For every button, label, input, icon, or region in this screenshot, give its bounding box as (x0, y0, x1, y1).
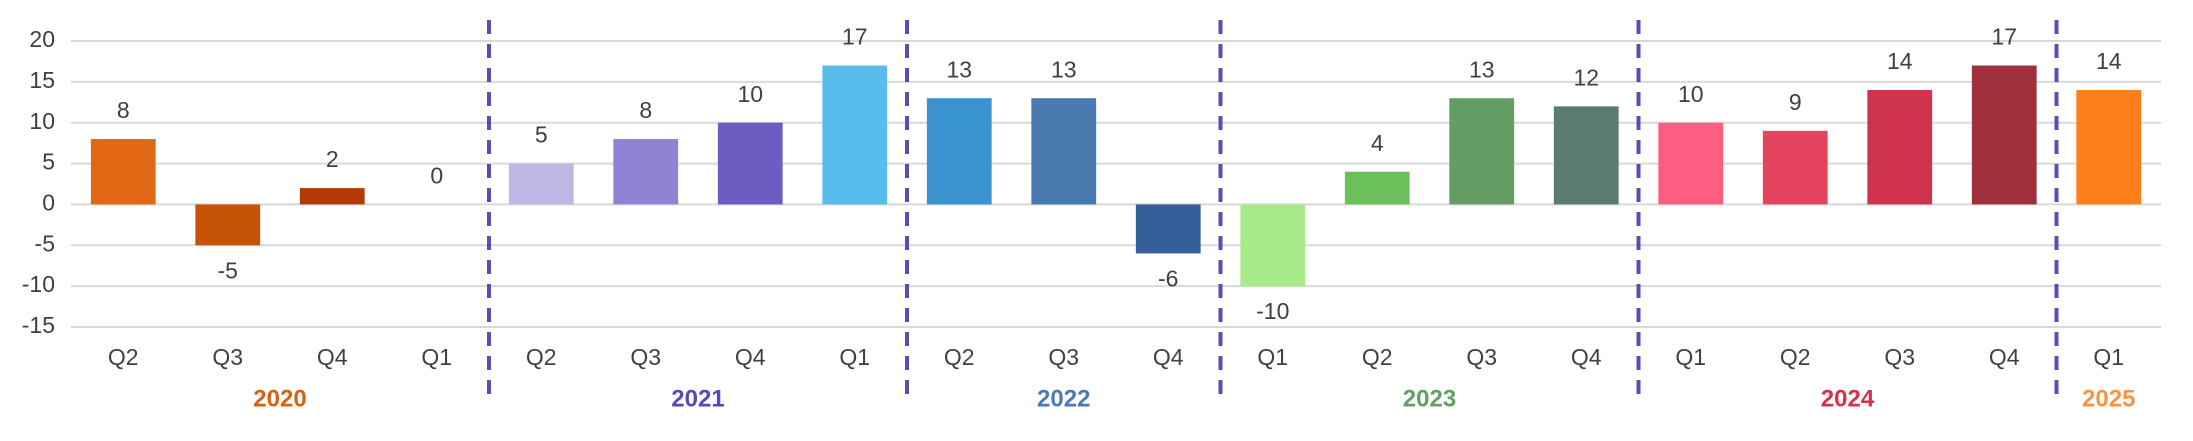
bar (90, 139, 156, 205)
bar (1553, 106, 1619, 205)
value-label: 0 (430, 163, 443, 189)
y-tick-label: 5 (42, 149, 55, 175)
value-label: 14 (1887, 48, 1913, 74)
bar (1658, 122, 1724, 205)
x-tick-label: Q4 (735, 344, 766, 370)
year-label: 2021 (671, 385, 724, 412)
bar (926, 98, 992, 205)
value-label: 2 (326, 146, 339, 172)
value-label: 14 (2096, 48, 2122, 74)
year-label: 2023 (1403, 385, 1456, 412)
x-tick-label: Q4 (1571, 344, 1602, 370)
bar (613, 139, 679, 205)
y-tick-label: 10 (29, 108, 55, 134)
value-label: -5 (218, 257, 238, 283)
x-tick-label: Q3 (1048, 344, 1079, 370)
bar (2076, 90, 2142, 205)
value-label: 8 (117, 97, 130, 123)
bar (1762, 130, 1828, 205)
x-tick-label: Q2 (108, 344, 139, 370)
year-label: 2025 (2082, 385, 2135, 412)
value-label: 10 (737, 81, 763, 107)
x-tick-label: Q1 (1675, 344, 1706, 370)
value-label: 5 (535, 122, 548, 148)
x-tick-label: Q2 (1362, 344, 1393, 370)
x-tick-label: Q2 (944, 344, 975, 370)
x-tick-label: Q1 (421, 344, 452, 370)
bar (299, 188, 365, 205)
y-tick-label: -5 (35, 230, 55, 256)
year-label: 2024 (1821, 385, 1875, 412)
x-tick-label: Q4 (317, 344, 348, 370)
x-tick-label: Q1 (1257, 344, 1288, 370)
value-label: 13 (1051, 56, 1077, 82)
x-tick-label: Q1 (839, 344, 870, 370)
value-label: 8 (639, 97, 652, 123)
bar (717, 122, 783, 205)
bar (1344, 171, 1410, 205)
bar (822, 65, 888, 205)
x-tick-label: Q3 (630, 344, 661, 370)
bar (1031, 98, 1097, 205)
y-tick-label: 20 (29, 26, 55, 52)
bar (1449, 98, 1515, 205)
y-tick-label: 0 (42, 190, 55, 216)
year-label: 2020 (253, 385, 306, 412)
bar (1240, 204, 1306, 287)
bar (508, 163, 574, 205)
bar (195, 204, 261, 246)
y-tick-label: 15 (29, 67, 55, 93)
value-label: -6 (1158, 266, 1178, 292)
value-label: 10 (1678, 81, 1704, 107)
bar (1135, 204, 1201, 254)
value-label: 17 (1991, 24, 2017, 50)
value-label: 13 (946, 56, 972, 82)
value-label: 4 (1371, 130, 1384, 156)
value-label: 9 (1789, 89, 1802, 115)
value-label: 17 (842, 24, 868, 50)
x-tick-label: Q4 (1153, 344, 1184, 370)
bar (1971, 65, 2037, 205)
x-tick-label: Q2 (526, 344, 557, 370)
x-tick-label: Q3 (1884, 344, 1915, 370)
x-tick-label: Q3 (212, 344, 243, 370)
value-label: 12 (1573, 64, 1599, 90)
bar (1867, 90, 1933, 205)
y-tick-label: -15 (22, 312, 55, 338)
value-label: 13 (1469, 56, 1495, 82)
y-tick-label: -10 (22, 271, 55, 297)
value-label: -10 (1256, 298, 1289, 324)
x-tick-label: Q1 (2093, 344, 2124, 370)
year-label: 2022 (1037, 385, 1090, 412)
x-tick-label: Q3 (1466, 344, 1497, 370)
x-tick-label: Q2 (1780, 344, 1811, 370)
x-tick-label: Q4 (1989, 344, 2020, 370)
